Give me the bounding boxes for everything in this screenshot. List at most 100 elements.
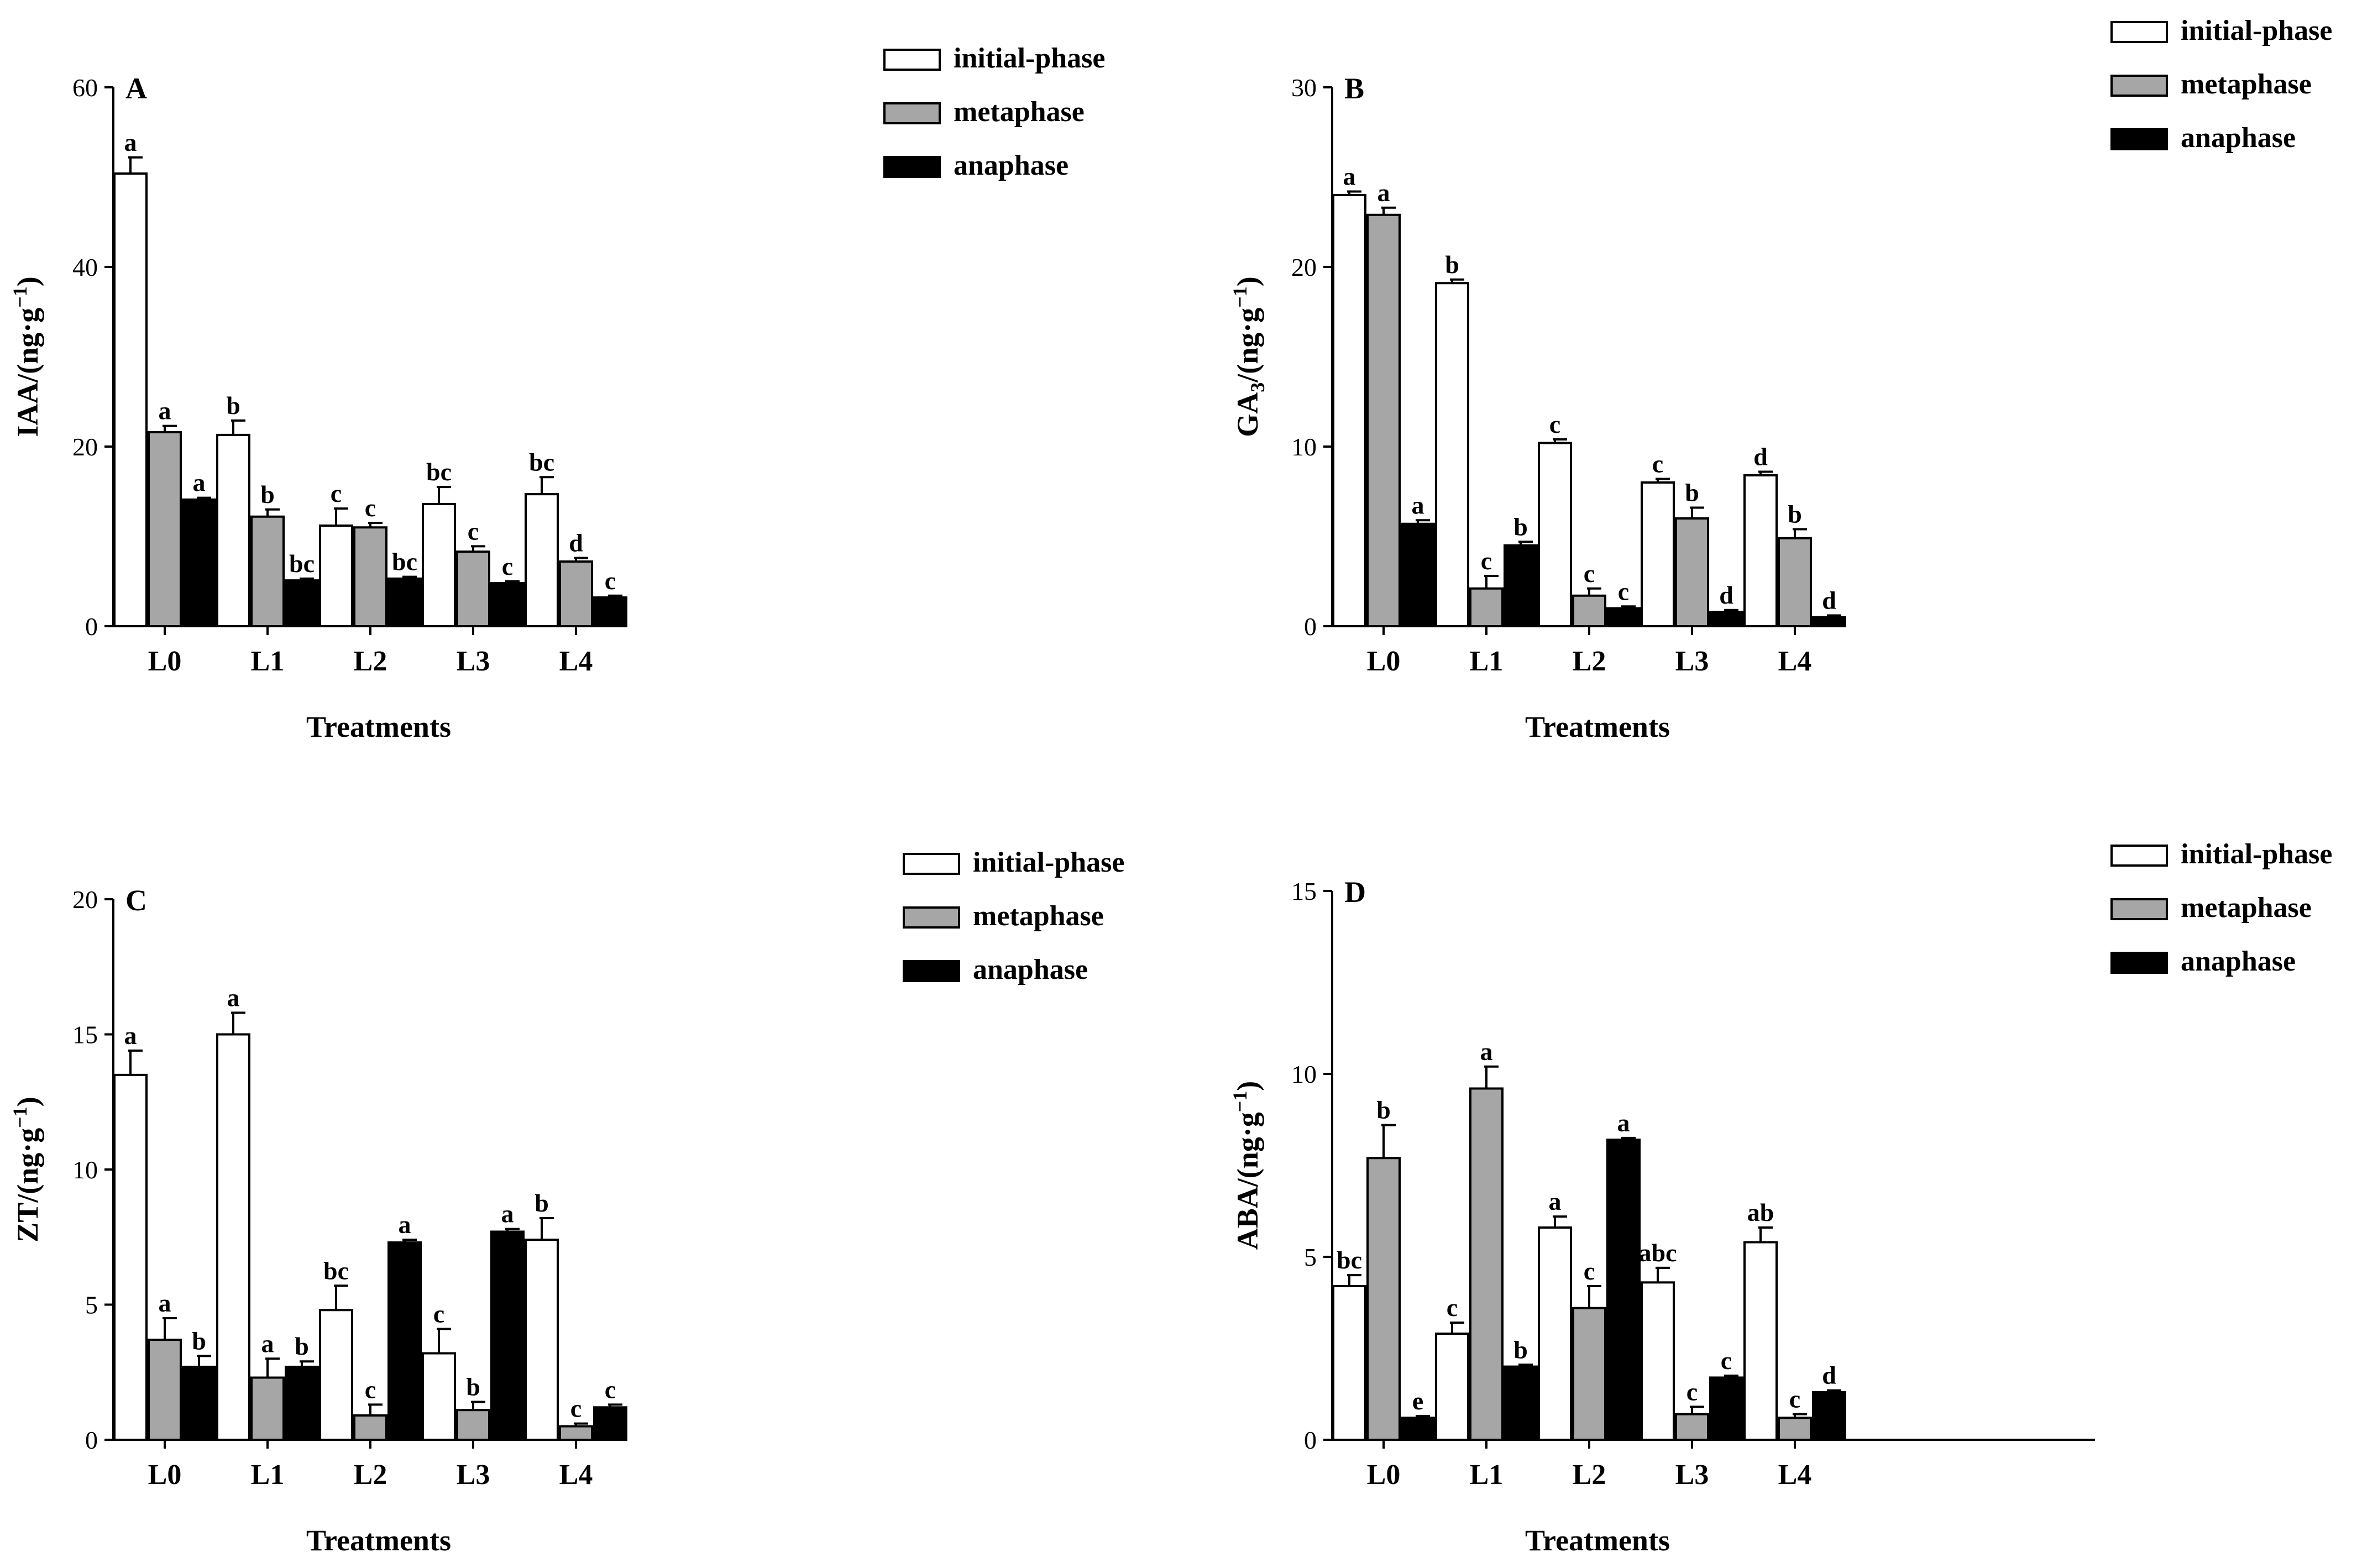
legend-label: anaphase [973, 954, 1088, 985]
x-tick-label: L3 [457, 646, 490, 677]
bar [1435, 282, 1469, 627]
significance-letter: c [1686, 1377, 1698, 1406]
x-axis-title: Treatments [306, 710, 451, 743]
legend-label: metaphase [2181, 69, 2312, 100]
bar [593, 596, 627, 627]
bar [559, 560, 593, 627]
significance-letter: a [399, 1210, 411, 1239]
significance-letter: a [124, 128, 137, 156]
significance-letter: b [1445, 250, 1459, 279]
bar [285, 579, 319, 627]
bar [593, 1406, 627, 1441]
y-tick-label: 15 [72, 1021, 98, 1049]
bar [1778, 1417, 1812, 1441]
y-tick-label: 0 [85, 1426, 98, 1454]
significance-letter: a [1617, 1109, 1630, 1137]
bar [1435, 1333, 1469, 1441]
significance-letter: b [192, 1326, 206, 1355]
significance-letter: d [1822, 586, 1836, 615]
significance-letter: b [535, 1189, 549, 1217]
y-tick-label: 30 [1291, 74, 1317, 102]
y-tick-label: 0 [1304, 1426, 1317, 1454]
significance-letter: a [227, 983, 240, 1011]
bar [113, 1073, 148, 1441]
significance-letter: a [501, 1200, 514, 1228]
legend-swatch [2110, 845, 2168, 867]
bar [1743, 1241, 1778, 1441]
bar [525, 493, 559, 627]
bar [1675, 1413, 1709, 1441]
significance-letter: d [1753, 443, 1768, 471]
x-tick-label: L0 [148, 1459, 182, 1491]
y-axis-title: IAA/(ng·g−1) [9, 276, 44, 437]
y-axis-title: GA3/(ng·g−1) [1229, 276, 1269, 437]
bar [1606, 1139, 1641, 1441]
bar [182, 498, 216, 627]
bar [1469, 587, 1504, 627]
legend: initial-phase metaphase anaphase [883, 43, 1106, 181]
significance-letter: b [1513, 1335, 1528, 1364]
significance-letter: c [1618, 577, 1629, 605]
significance-letter: e [1412, 1387, 1423, 1415]
legend: initial-phase metaphase anaphase [2110, 15, 2333, 154]
bar [1709, 1376, 1743, 1441]
bar [387, 1241, 422, 1441]
significance-letter: c [502, 552, 513, 580]
significance-letter: b [1685, 479, 1699, 507]
bar [319, 525, 353, 627]
x-tick-label: L2 [1573, 646, 1606, 677]
bar [1675, 517, 1709, 627]
legend-swatch [2110, 128, 2168, 150]
significance-letter: bc [1337, 1246, 1362, 1274]
bar [1332, 194, 1366, 627]
x-tick-label: L1 [1470, 1459, 1504, 1491]
significance-letter: b [295, 1332, 309, 1360]
significance-letter: c [605, 567, 616, 595]
significance-letter: c [365, 494, 376, 522]
bar [250, 515, 285, 627]
x-tick-label: L4 [1778, 1459, 1812, 1491]
significance-letter: bc [392, 548, 417, 576]
x-tick-label: L1 [251, 646, 285, 677]
significance-letter: a [1549, 1187, 1562, 1215]
panel-letter: B [1344, 72, 1364, 105]
y-tick-label: 20 [1291, 253, 1317, 281]
legend-label: initial-phase [973, 847, 1125, 878]
significance-letter: bc [426, 458, 452, 486]
significance-letter: b [260, 480, 275, 508]
y-tick-label: 40 [72, 253, 98, 281]
y-tick-label: 10 [72, 1156, 98, 1184]
bar [490, 1230, 525, 1441]
x-axis-title: Treatments [306, 1524, 451, 1557]
bar [1332, 1284, 1366, 1441]
y-tick-label: 5 [85, 1291, 98, 1319]
bar [148, 1339, 182, 1441]
significance-letter: bc [529, 448, 554, 476]
y-tick-label: 15 [1291, 877, 1317, 905]
significance-letter: c [433, 1300, 444, 1328]
bar [148, 431, 182, 627]
x-tick-label: L0 [148, 646, 182, 677]
significance-letter: c [468, 517, 479, 545]
significance-letter: c [605, 1375, 616, 1403]
bar [1504, 1365, 1538, 1441]
significance-letter: a [261, 1329, 274, 1357]
bar [1743, 474, 1778, 627]
significance-letter: a [1343, 162, 1356, 191]
bar [1606, 607, 1641, 627]
bar [1709, 611, 1743, 627]
legend-swatch [2110, 21, 2168, 43]
significance-letter: b [1513, 512, 1528, 541]
significance-letter: b [1788, 500, 1802, 528]
bar [1538, 442, 1572, 627]
legend-label: metaphase [2181, 892, 2312, 924]
x-axis-title: Treatments [1525, 1524, 1670, 1557]
bar [1812, 616, 1846, 627]
panel-letter: A [125, 72, 147, 105]
legend-swatch [2110, 952, 2168, 974]
significance-letter: bc [289, 549, 315, 578]
significance-letter: c [1481, 547, 1492, 575]
significance-letter: a [159, 1289, 171, 1317]
